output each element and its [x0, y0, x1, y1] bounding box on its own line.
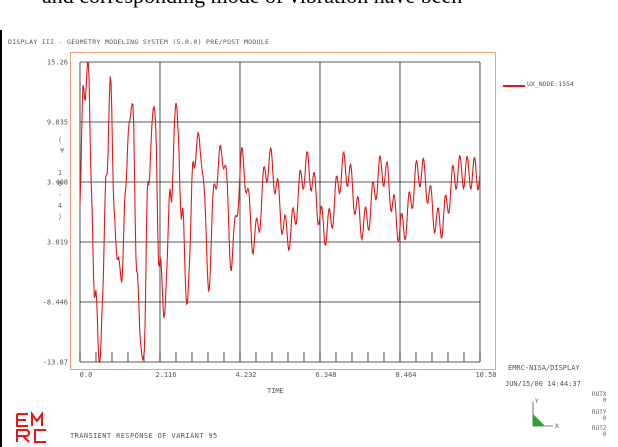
document-text-top: and corresponding mode of vibration have…	[0, 0, 618, 30]
chart-grid	[79, 61, 481, 363]
y-tick-label: 9.835	[47, 119, 68, 127]
triad-x-label: X	[555, 423, 559, 430]
y-axis-title: ( ¥ 1 0 - 4 )	[57, 136, 65, 221]
roty-label: ROTY	[592, 409, 607, 416]
rotz-readout: ROTZ 0	[592, 426, 606, 438]
rotz-label: ROTZ	[592, 425, 607, 432]
triad-icon: Y X	[532, 398, 559, 430]
legend-label: UX_NODE:1554	[527, 80, 574, 88]
emrc-logo-icon	[16, 411, 46, 443]
rotx-value: 0	[602, 397, 607, 404]
plot-window	[0, 30, 618, 447]
x-tick-labels: 0.0 2.116 4.232 6.348 8.464 10.58	[80, 371, 497, 379]
y-tick-label: -8.446	[43, 299, 68, 307]
series-line-ux-node	[79, 61, 481, 364]
date-time: JUN/15/00 14:44:37	[505, 380, 581, 388]
y-tick-label: 3.019	[47, 239, 68, 247]
x-tick-label: 2.116	[155, 371, 176, 379]
x-tick-label: 0.0	[80, 371, 93, 379]
x-tick-label: 8.464	[395, 371, 416, 379]
rotx-readout: ROTX 0	[592, 392, 606, 404]
window-title: DISPLAY III - GEOMETRY MODELING SYSTEM (…	[8, 38, 270, 46]
triad-green-marker	[533, 414, 545, 426]
x-tick-label: 6.348	[315, 371, 336, 379]
x-axis-title: TIME	[267, 387, 284, 395]
roty-readout: ROTY 0	[592, 410, 606, 422]
y-tick-labels: 15.26 9.835 3.408 3.019 -8.446 -13.87	[43, 59, 68, 367]
y-tick-label: -13.87	[43, 359, 68, 367]
plot-area-frame	[70, 52, 496, 370]
legend-swatch	[503, 85, 525, 87]
roty-value: 0	[602, 415, 607, 422]
y-tick-label: 3.408	[47, 179, 68, 187]
coordinate-triad: Y X	[523, 388, 563, 438]
x-tick-label: 4.232	[235, 371, 256, 379]
program-name: EMRC-NISA/DISPLAY	[508, 364, 580, 372]
x-tick-label: 10.58	[475, 371, 496, 379]
document-text: and corresponding mode of vibration have…	[42, 0, 462, 9]
footer-caption: TRANSIENT RESPONSE OF VARIANT 95	[70, 432, 218, 440]
triad-y-label: Y	[535, 398, 539, 405]
rotz-value: 0	[602, 431, 607, 438]
y-tick-label: 15.26	[47, 59, 68, 67]
rotx-label: ROTX	[592, 391, 607, 398]
